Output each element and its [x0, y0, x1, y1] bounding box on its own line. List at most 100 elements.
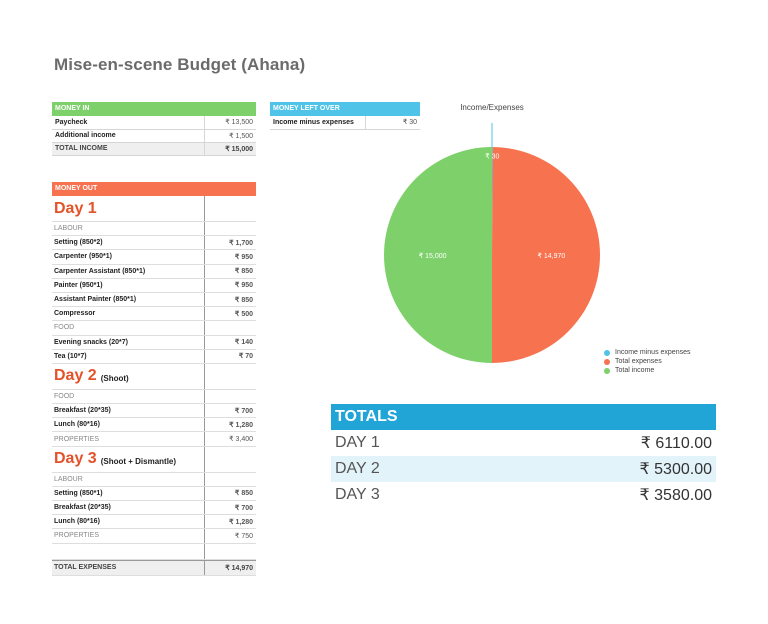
category-row: FOOD: [52, 321, 256, 336]
day-heading: Day 3 (Shoot + Dismantle): [52, 446, 256, 473]
legend-swatch: [604, 349, 610, 356]
table-row: Additional income ₹ 1,500: [52, 129, 256, 143]
totals-row: DAY 2 ₹ 5300.00: [331, 456, 716, 482]
total-label: TOTAL INCOME: [52, 141, 204, 156]
totals-label: DAY 1: [335, 434, 380, 451]
table-row: Tea (10*7) ₹ 70: [52, 349, 256, 364]
legend-label: Income minus expenses: [615, 349, 691, 356]
row-label: Setting (850*2): [54, 239, 103, 247]
money-in-table: Paycheck ₹ 13,500 Additional income ₹ 1,…: [52, 116, 256, 156]
row-label: Paycheck: [52, 116, 204, 130]
empty-row: [52, 543, 256, 560]
row-value: ₹ 1,280: [204, 515, 256, 529]
table-row: Breakfast (20*35) ₹ 700: [52, 501, 256, 516]
slice-data-label: ₹ 30: [485, 153, 499, 161]
day-subtitle: (Shoot + Dismantle): [100, 456, 177, 466]
row-label: Lunch (80*16): [54, 421, 100, 429]
totals-row: DAY 1 ₹ 6110.00: [331, 430, 716, 456]
table-row: Carpenter (950*1) ₹ 950: [52, 250, 256, 265]
row-value: ₹ 13,500: [203, 116, 256, 130]
table-row: Assistant Painter (850*1) ₹ 850: [52, 292, 256, 308]
table-row: Compressor ₹ 500: [52, 307, 256, 322]
totals-row: DAY 3 ₹ 3580.00: [331, 482, 716, 508]
page-title: Mise-en-scene Budget (Ahana): [54, 55, 306, 74]
table-row: Lunch (80*16) ₹ 1,280: [52, 418, 256, 433]
legend-swatch: [604, 367, 610, 374]
totals-value: ₹ 5300.00: [639, 461, 712, 478]
table-row: PROPERTIES ₹ 750: [52, 529, 256, 544]
table-row: Evening snacks (20*7) ₹ 140: [52, 335, 256, 350]
day-title: Day 1: [54, 199, 97, 217]
legend-item: Total expenses: [604, 357, 690, 366]
total-value: ₹ 14,970: [204, 560, 256, 575]
category-row: FOOD: [52, 389, 256, 405]
row-value: ₹ 850: [204, 486, 256, 500]
row-label: Carpenter (950*1): [54, 253, 112, 261]
slice-income-minus-expenses: [492, 147, 493, 255]
table-row: Setting (850*1) ₹ 850: [52, 486, 256, 501]
row-value: ₹ 850: [204, 292, 256, 307]
legend-label: Total expenses: [615, 358, 662, 365]
income-expenses-pie-chart: Income/Expenses ₹ 30 ₹ 14,970 ₹ 15,000: [384, 103, 601, 363]
day-subtitle: (Shoot): [100, 373, 129, 383]
money-left-header: MONEY LEFT OVER: [270, 102, 420, 116]
day-heading: Day 1: [52, 196, 256, 222]
totals-value: ₹ 3580.00: [639, 487, 712, 504]
total-row: TOTAL EXPENSES ₹ 14,970: [52, 559, 256, 576]
row-label: Breakfast (20*35): [54, 407, 111, 415]
slice-data-label: ₹ 14,970: [537, 252, 565, 260]
slice-data-label: ₹ 15,000: [419, 252, 447, 260]
category-row: LABOUR: [52, 472, 256, 487]
legend-item: Income minus expenses: [604, 348, 690, 357]
row-value: ₹ 700: [204, 404, 256, 418]
category-row: LABOUR: [52, 222, 256, 237]
total-value: ₹ 15,000: [203, 141, 256, 156]
day-heading: Day 2 (Shoot): [52, 363, 256, 390]
legend-label: Total income: [615, 367, 655, 374]
row-value: ₹ 950: [204, 278, 256, 292]
day-title: Day 3: [54, 450, 97, 468]
row-value: ₹ 850: [204, 264, 256, 278]
category-label: FOOD: [54, 324, 75, 332]
table-row: Income minus expenses ₹ 30: [270, 116, 420, 130]
money-in-header: MONEY IN: [52, 102, 256, 116]
category-label: FOOD: [54, 392, 75, 400]
chart-title: Income/Expenses: [460, 103, 524, 112]
slice-total-income: [384, 147, 492, 363]
money-out-header: MONEY OUT: [52, 182, 256, 196]
row-label: Painter (950*1): [54, 281, 103, 289]
row-label: Compressor: [54, 310, 96, 318]
total-label: TOTAL EXPENSES: [54, 564, 117, 572]
table-row: Painter (950*1) ₹ 950: [52, 278, 256, 293]
table-row: Carpenter Assistant (850*1) ₹ 850: [52, 264, 256, 279]
slice-total-expenses: [492, 147, 601, 363]
row-value: ₹ 500: [204, 307, 256, 321]
row-value: ₹ 70: [204, 349, 256, 363]
category-label: LABOUR: [54, 475, 83, 483]
totals-label: DAY 2: [335, 460, 380, 477]
chart-legend: Income minus expenses Total expenses Tot…: [604, 348, 690, 375]
totals-header: TOTALS: [331, 404, 716, 430]
row-label: Breakfast (20*35): [54, 504, 111, 512]
row-label: Tea (10*7): [54, 352, 87, 360]
row-label: Income minus expenses: [270, 116, 365, 130]
row-value: ₹ 140: [204, 335, 256, 349]
table-row: Paycheck ₹ 13,500: [52, 116, 256, 130]
day-title: Day 2: [54, 367, 97, 385]
category-label: LABOUR: [54, 225, 83, 233]
row-label: Lunch (80*16): [54, 518, 100, 526]
row-value: ₹ 950: [204, 250, 256, 264]
table-row: Setting (850*2) ₹ 1,700: [52, 236, 256, 251]
row-value: ₹ 30: [364, 116, 420, 130]
row-label: PROPERTIES: [54, 435, 99, 443]
row-value: ₹ 3,400: [204, 432, 256, 446]
row-value: ₹ 1,280: [204, 418, 256, 432]
row-label: Setting (850*1): [54, 489, 103, 497]
totals-panel: TOTALS DAY 1 ₹ 6110.00 DAY 2 ₹ 5300.00 DAY…: [331, 404, 716, 508]
totals-label: DAY 3: [335, 486, 380, 503]
table-row: PROPERTIES ₹ 3,400: [52, 432, 256, 447]
row-label: PROPERTIES: [54, 532, 99, 540]
row-value: ₹ 1,700: [204, 236, 256, 250]
money-left-table: Income minus expenses ₹ 30: [270, 116, 420, 130]
table-row: Lunch (80*16) ₹ 1,280: [52, 515, 256, 530]
